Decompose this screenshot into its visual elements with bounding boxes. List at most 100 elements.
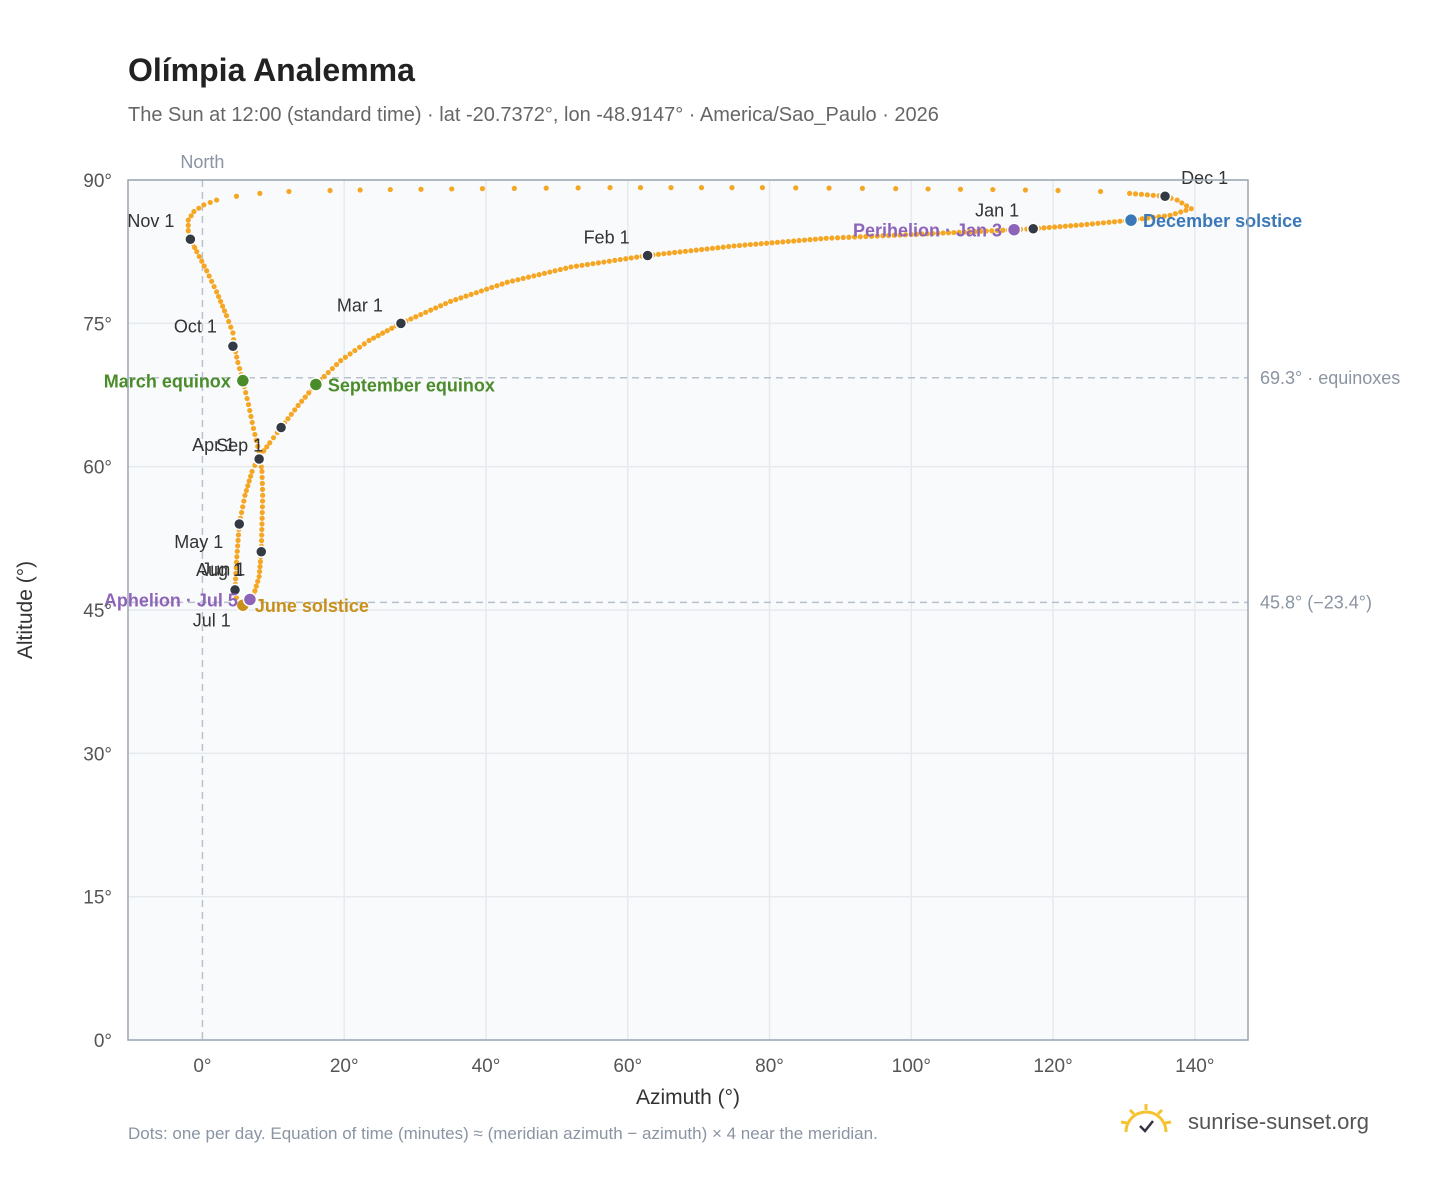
day-dot	[259, 498, 266, 504]
day-dot	[211, 283, 217, 290]
day-dot	[206, 273, 212, 279]
day-dot	[584, 261, 591, 268]
day-dot	[423, 309, 429, 315]
day-dot	[1106, 219, 1112, 225]
x-tick-label: 40°	[472, 1056, 501, 1077]
day-dot	[255, 443, 261, 449]
day-dot	[893, 186, 899, 192]
day-dot	[851, 234, 858, 240]
day-dot	[325, 369, 331, 376]
day-dot	[361, 341, 367, 347]
day-dot	[230, 330, 236, 336]
month-marker	[228, 583, 242, 597]
event-label: Perihelion · Jan 3	[853, 221, 1002, 241]
day-dot	[736, 242, 743, 249]
day-dot	[245, 483, 251, 489]
day-dot	[607, 185, 613, 191]
day-dot	[245, 401, 252, 408]
day-dot	[233, 570, 239, 576]
day-dot	[418, 311, 424, 318]
day-dot	[935, 230, 941, 236]
day-dot	[433, 305, 439, 311]
day-dot	[494, 283, 500, 289]
month-marker	[1158, 189, 1172, 203]
day-dot	[252, 431, 258, 438]
day-dot	[449, 186, 455, 192]
day-dot	[1084, 221, 1090, 227]
day-dot	[520, 275, 526, 282]
day-dot	[634, 254, 640, 260]
day-dot	[720, 244, 726, 250]
day-dot	[468, 291, 474, 298]
axis-ticks: 0° 20° 40° 60° 80° 100° 120° 140° 0° 15° 30° 45° 60°…	[83, 171, 1214, 1077]
day-dot	[504, 279, 510, 285]
day-dot	[1174, 197, 1180, 203]
day-dot	[531, 273, 537, 279]
event-label: Aphelion · Jul 5	[104, 590, 238, 610]
month-label: Apr 1	[192, 435, 235, 455]
day-dot	[1117, 218, 1123, 224]
month-marker	[226, 340, 240, 353]
day-dot	[742, 242, 748, 248]
day-dot	[243, 390, 249, 396]
event-marker	[308, 377, 324, 392]
day-dot	[796, 237, 802, 244]
day-dot	[840, 234, 846, 241]
x-tick-label: 140°	[1175, 1056, 1214, 1077]
day-dot	[1100, 220, 1107, 226]
day-dot	[458, 295, 464, 301]
day-dot	[1132, 191, 1139, 197]
day-dot	[248, 413, 254, 420]
day-dot	[1139, 216, 1145, 222]
day-dot	[217, 298, 224, 304]
plot-frame	[127, 179, 1249, 1041]
day-dot	[327, 187, 333, 194]
day-dot	[617, 256, 623, 263]
month-label: Jul 1	[193, 610, 231, 630]
day-dot	[886, 232, 892, 239]
day-dot	[366, 337, 372, 344]
day-dot	[1073, 222, 1079, 228]
day-dot	[1144, 192, 1150, 198]
day-dot	[945, 230, 952, 236]
day-dot	[715, 245, 721, 251]
analemma-path	[185, 185, 1194, 608]
day-dot	[259, 486, 266, 492]
day-dot	[257, 564, 263, 570]
day-dot	[413, 314, 419, 320]
day-dot	[192, 244, 198, 251]
day-dot	[463, 293, 469, 299]
day-dot	[769, 240, 775, 246]
day-dot	[207, 199, 213, 206]
day-dot	[978, 228, 984, 234]
day-dot	[185, 228, 191, 234]
day-dot	[801, 237, 808, 243]
day-dot	[940, 230, 946, 236]
day-dot	[261, 448, 267, 454]
day-dot	[387, 186, 393, 193]
day-dot	[601, 259, 607, 265]
day-dot	[704, 246, 710, 252]
day-dot	[234, 548, 240, 554]
day-dot	[1111, 219, 1118, 225]
day-dot	[1041, 225, 1047, 231]
day-dot	[194, 249, 200, 255]
month-marker	[394, 317, 408, 330]
month-label: May 1	[174, 532, 223, 552]
north-label: North	[180, 152, 224, 172]
day-dot	[201, 263, 207, 269]
day-dot	[541, 270, 548, 276]
day-dot	[219, 303, 226, 309]
day-dot	[259, 521, 265, 527]
day-dot	[235, 543, 241, 549]
day-dot	[606, 258, 612, 264]
day-dot	[1046, 224, 1052, 231]
month-label: Mar 1	[337, 295, 383, 315]
day-dot	[243, 487, 249, 494]
day-dot	[185, 222, 191, 228]
day-dot	[259, 480, 265, 486]
brand: sunrise-sunset.org	[1118, 1102, 1369, 1141]
day-dot	[499, 281, 505, 287]
day-dot	[628, 255, 634, 261]
